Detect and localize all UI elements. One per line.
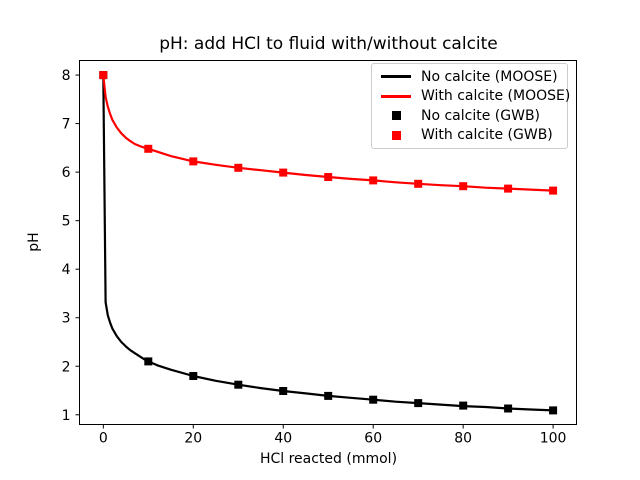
series-marker: [369, 395, 378, 404]
series-marker: [144, 144, 153, 153]
series-marker: [324, 391, 333, 400]
series-marker: [549, 186, 558, 195]
y-tick-label: 1: [62, 408, 71, 424]
series-marker: [234, 380, 243, 389]
series-marker: [324, 173, 333, 181]
x-axis-label: HCl reacted (mmol): [259, 451, 398, 467]
x-tick-label: 20: [184, 431, 202, 447]
x-tick-label: 80: [454, 431, 472, 447]
legend-square-swatch-black: [381, 111, 411, 121]
series-marker: [549, 406, 558, 415]
legend-line-swatch-black: [381, 75, 411, 79]
series-marker: [234, 163, 243, 172]
y-tick-label: 4: [62, 262, 71, 278]
series-line: [102, 73, 555, 412]
y-tick-label: 2: [62, 359, 71, 375]
x-tick-label: 0: [99, 431, 108, 447]
x-tick-label: 40: [274, 431, 292, 447]
series-marker: [279, 168, 288, 177]
legend-line-swatch-red: [381, 94, 411, 98]
series-marker: [189, 157, 198, 166]
series-line: [102, 73, 555, 192]
legend-label: With calcite (GWB): [421, 127, 553, 144]
legend-label: No calcite (MOOSE): [421, 68, 558, 85]
legend-item-no-calcite-moose: No calcite (MOOSE): [381, 67, 561, 87]
series-marker: [459, 401, 468, 410]
series-marker: [504, 184, 513, 193]
legend-label: With calcite (MOOSE): [421, 88, 571, 105]
legend-item-no-calcite-gwb: No calcite (GWB): [381, 106, 561, 126]
x-tick-label: 100: [540, 431, 567, 447]
y-tick-label: 7: [62, 117, 71, 133]
series-marker: [414, 179, 423, 188]
chart-title: pH: add HCl to fluid with/without calcit…: [159, 34, 498, 54]
series-marker: [279, 387, 288, 395]
series-marker: [144, 357, 153, 366]
legend-label: No calcite (GWB): [421, 107, 541, 124]
legend-item-with-calcite-gwb: With calcite (GWB): [381, 126, 561, 146]
y-tick-label: 8: [62, 68, 71, 84]
x-tick-label: 60: [364, 431, 382, 447]
y-tick-label: 5: [62, 214, 71, 230]
series-marker: [504, 404, 513, 413]
series-marker: [369, 176, 378, 185]
legend: No calcite (MOOSE) With calcite (MOOSE) …: [371, 63, 570, 149]
series-marker: [189, 372, 198, 380]
axes-frame: [79, 60, 577, 425]
y-tick-label: 6: [62, 165, 71, 181]
y-tick-label: 3: [62, 311, 71, 327]
series-marker: [99, 71, 108, 80]
series-marker: [459, 182, 468, 191]
legend-square-swatch-red: [381, 130, 411, 140]
y-axis-label: pH: [26, 232, 42, 252]
legend-item-with-calcite-moose: With calcite (MOOSE): [381, 87, 570, 107]
series-marker: [414, 399, 423, 408]
